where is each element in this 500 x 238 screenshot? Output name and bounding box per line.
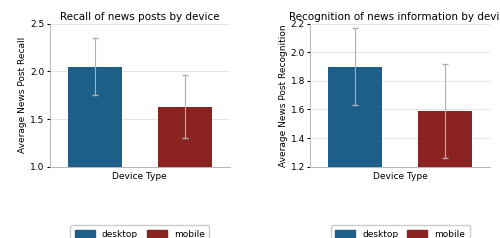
Y-axis label: Average News Post Recall: Average News Post Recall	[18, 37, 28, 153]
Bar	[158, 107, 212, 238]
Bar	[68, 67, 122, 238]
Title: Recall of news posts by device: Recall of news posts by device	[60, 12, 220, 22]
Bar	[418, 111, 472, 238]
Y-axis label: Average News Post Recognition: Average News Post Recognition	[278, 24, 287, 167]
Bar	[328, 67, 382, 238]
Legend: desktop, mobile: desktop, mobile	[330, 225, 470, 238]
X-axis label: Device Type: Device Type	[112, 172, 167, 181]
Legend: desktop, mobile: desktop, mobile	[70, 225, 209, 238]
X-axis label: Device Type: Device Type	[373, 172, 428, 181]
Title: Recognition of news information by device: Recognition of news information by devic…	[289, 12, 500, 22]
